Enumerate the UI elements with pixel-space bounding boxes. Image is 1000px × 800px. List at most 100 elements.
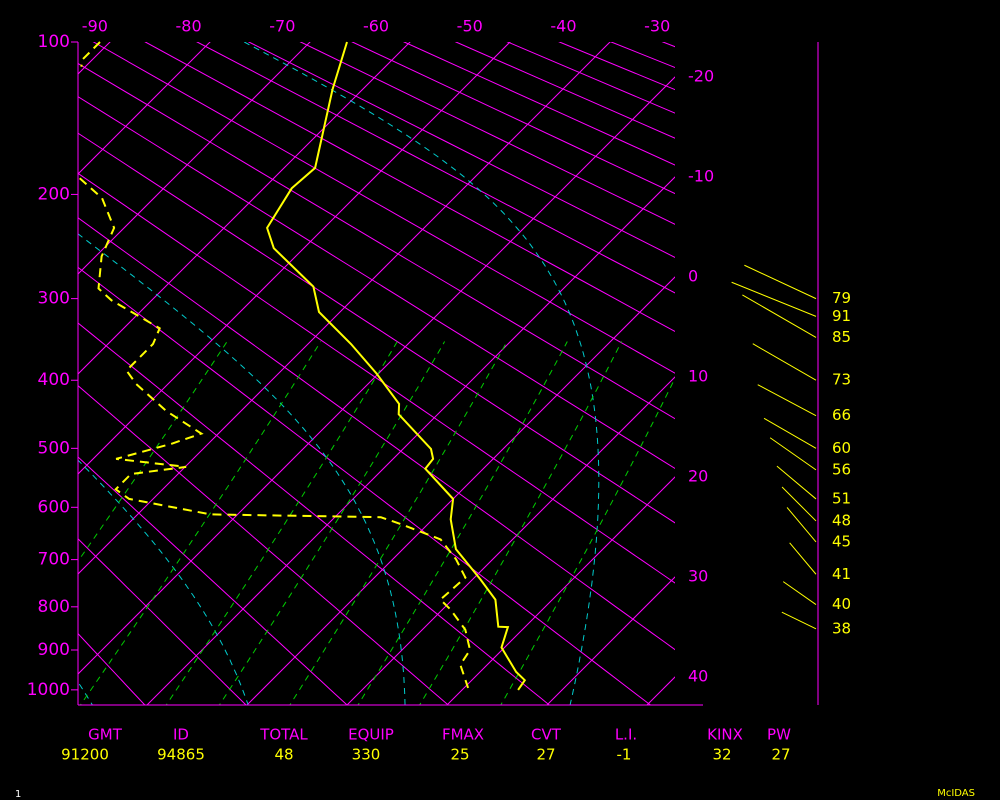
isotherm: [146, 176, 675, 705]
isotherm: [78, 42, 611, 575]
wind-barb: [744, 264, 817, 300]
dry-adiabat: [78, 217, 675, 651]
wind-barb: [731, 281, 817, 317]
wind-speed-label: 85: [832, 328, 851, 346]
y-tick-label: 600: [38, 497, 70, 517]
top-tick-label: -60: [363, 17, 389, 36]
y-tick-label: 900: [38, 640, 70, 660]
index-header: CVT: [531, 726, 562, 744]
source-label: McIDAS: [937, 788, 975, 799]
wind-barb: [782, 581, 817, 605]
isotherm: [78, 42, 411, 375]
isotherm-label: 20: [688, 467, 708, 486]
index-value: 330: [352, 746, 381, 764]
dry-adiabat: [78, 456, 348, 705]
top-tick-label: -80: [176, 17, 202, 36]
dry-adiabat: [144, 42, 675, 333]
top-tick-label: -90: [82, 17, 108, 36]
top-tick-label: -40: [550, 17, 576, 36]
y-tick-label: 400: [38, 370, 70, 390]
isotherm: [78, 42, 211, 175]
dry-adiabat: [78, 538, 247, 705]
wind-barb: [752, 343, 817, 381]
dry-adiabat: [78, 266, 652, 705]
dry-adiabat: [196, 42, 675, 294]
mixing-ratio-line: [500, 377, 675, 705]
isotherm-label: 40: [688, 667, 708, 686]
y-tick-label: 800: [38, 597, 70, 617]
y-tick-label: 100: [38, 32, 70, 52]
wind-barb: [742, 294, 817, 338]
index-header: PW: [767, 726, 791, 744]
dewpoint-line: [79, 41, 472, 689]
dry-adiabat: [78, 385, 449, 705]
isotherm: [546, 576, 675, 705]
index-value: 27: [771, 746, 790, 764]
wind-speed-label: 38: [832, 619, 851, 637]
index-value: 25: [450, 746, 469, 764]
isotherm-label: 0: [688, 267, 698, 286]
wind-barb: [763, 417, 817, 449]
dry-adiabat: [247, 42, 675, 258]
dry-adiabat: [78, 322, 551, 705]
page-number: 1: [15, 789, 21, 800]
index-value: 94865: [157, 746, 205, 764]
wind-speed-label: 56: [832, 460, 851, 478]
mixing-ratio-line: [79, 341, 322, 705]
index-value: 32: [712, 746, 731, 764]
top-tick-label: -50: [457, 17, 483, 36]
wind-speed-label: 51: [832, 489, 851, 507]
wind-barb: [781, 611, 817, 630]
dry-adiabat: [78, 96, 675, 470]
index-value: 91200: [61, 746, 109, 764]
temperature-line: [266, 41, 527, 691]
mixing-ratio-line: [419, 341, 623, 705]
wind-speed-label: 48: [832, 511, 851, 529]
top-tick-label: -70: [269, 17, 295, 36]
mixing-ratio-line: [357, 341, 568, 705]
dry-adiabat: [92, 42, 675, 374]
y-tick-label: 500: [38, 438, 70, 458]
isotherm-label: -20: [688, 67, 714, 86]
wind-speed-label: 73: [832, 371, 851, 389]
wind-barb: [786, 507, 817, 543]
index-value: -1: [617, 746, 632, 764]
index-value: 48: [274, 746, 293, 764]
index-header: KINX: [707, 726, 743, 744]
isotherm: [246, 276, 675, 705]
wind-barb: [776, 465, 817, 500]
y-tick-label: 300: [38, 289, 70, 309]
wind-barb: [757, 384, 817, 417]
moist-adiabat: [78, 233, 406, 705]
index-header: EQUIP: [348, 726, 394, 744]
mixing-ratio-line: [289, 341, 508, 705]
isotherm-label: 10: [688, 367, 708, 386]
isotherm: [346, 376, 675, 705]
isotherm: [78, 76, 675, 675]
y-tick-label: 700: [38, 550, 70, 570]
moist-adiabat: [78, 459, 249, 705]
index-header: FMAX: [442, 726, 484, 744]
wind-speed-label: 66: [832, 406, 851, 424]
dry-adiabat: [78, 172, 675, 584]
isotherm: [446, 476, 675, 705]
mixing-ratio-line: [165, 341, 398, 705]
wind-barb: [781, 486, 817, 522]
index-header: GMT: [88, 726, 123, 744]
isotherm: [78, 42, 511, 475]
wind-speed-label: 45: [832, 532, 851, 550]
wind-speed-label: 40: [832, 595, 851, 613]
index-header: L.I.: [615, 726, 637, 744]
isotherm: [78, 42, 311, 275]
plot-area: [78, 42, 675, 705]
wind-speed-label: 91: [832, 307, 851, 325]
index-header: TOTAL: [259, 726, 308, 744]
wind-speed-label: 41: [832, 565, 851, 583]
index-value: 27: [536, 746, 555, 764]
moist-adiabat: [244, 42, 600, 705]
wind-speed-label: 79: [832, 289, 851, 307]
dry-adiabat: [78, 62, 675, 420]
index-header: ID: [173, 726, 189, 744]
